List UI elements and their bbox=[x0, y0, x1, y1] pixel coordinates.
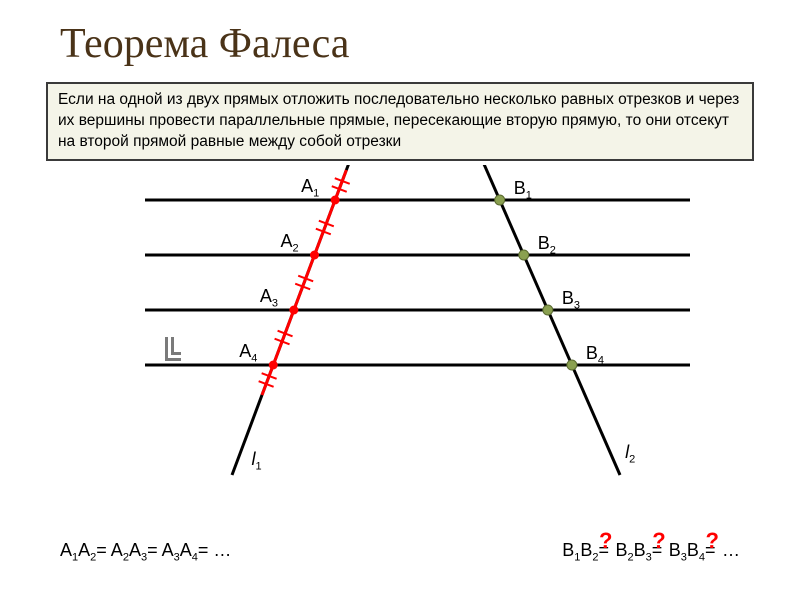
theorem-statement: Если на одной из двух прямых отложить по… bbox=[46, 82, 754, 161]
label-l2: l2 bbox=[625, 442, 635, 466]
label-a4: A4 bbox=[239, 341, 257, 365]
page-title: Теорема Фалеса bbox=[60, 20, 349, 68]
label-a3: A3 bbox=[260, 286, 278, 310]
label-b1: B1 bbox=[514, 178, 532, 202]
label-l1: l1 bbox=[252, 449, 262, 473]
thales-diagram bbox=[0, 165, 800, 515]
equation-left: A1A2= A2A3= A3A4= … bbox=[60, 540, 231, 564]
equation-right: B1B2=? B2B3=? B3B4=? … bbox=[562, 536, 740, 564]
label-b2: B2 bbox=[538, 233, 556, 257]
label-b4: B4 bbox=[586, 343, 604, 367]
label-a2: A2 bbox=[281, 231, 299, 255]
label-b3: B3 bbox=[562, 288, 580, 312]
label-a1: A1 bbox=[301, 176, 319, 200]
